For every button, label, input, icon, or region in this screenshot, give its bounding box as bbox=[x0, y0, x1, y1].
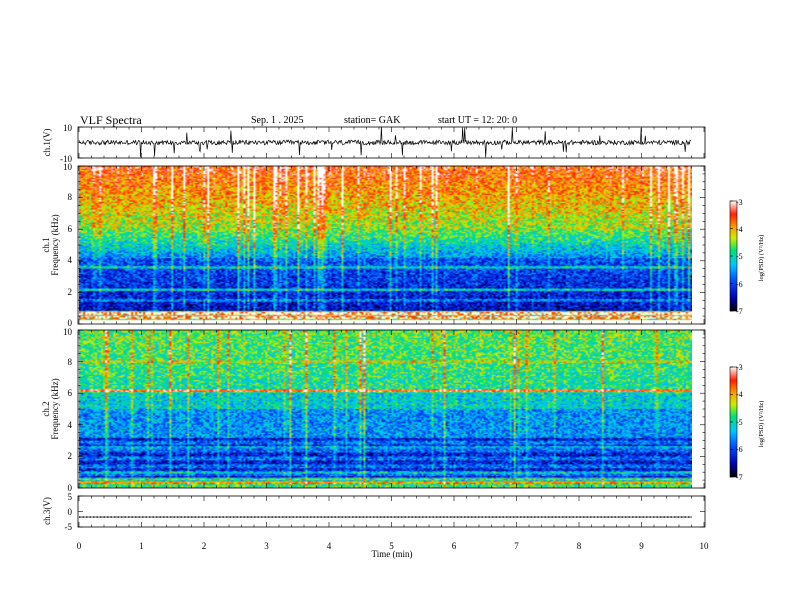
ch1-cb-tick-m4: -4 bbox=[736, 225, 743, 234]
ch1-spectrogram-ylabel-channel: ch.1 bbox=[41, 237, 51, 252]
ch1-colorbar-ticks bbox=[730, 200, 733, 312]
ch1-waveform-trace bbox=[78, 126, 691, 158]
ch1-spectrogram-image bbox=[79, 166, 692, 324]
ch1-cb-tick-m3: -3 bbox=[736, 198, 743, 207]
ch2-cb-tick-m3: -3 bbox=[736, 363, 743, 372]
ch3-ytick-top: 5 bbox=[68, 492, 73, 502]
ch2-spectrogram-image bbox=[79, 330, 692, 488]
time-tick-label: 2 bbox=[202, 541, 207, 551]
ch1-ytick-bottom: -10 bbox=[60, 154, 72, 164]
ch1-ytick-top: 10 bbox=[63, 123, 73, 133]
time-tick-label: 0 bbox=[77, 541, 82, 551]
time-tick-label: 6 bbox=[452, 541, 457, 551]
time-tick-label: 4 bbox=[327, 541, 332, 551]
ch1-spec-ytick-6: 6 bbox=[68, 224, 73, 234]
figure-title: VLF Spectra bbox=[80, 113, 142, 127]
ch1-cb-tick-m6: -6 bbox=[736, 280, 743, 289]
ch1-spec-ytick-4: 4 bbox=[68, 255, 73, 265]
time-tick-label: 10 bbox=[700, 541, 710, 551]
ch3-ytick-bottom: -5 bbox=[65, 522, 73, 532]
time-axis-tick-labels: 0 1 2 3 4 5 6 7 8 9 10 bbox=[77, 541, 709, 551]
ch2-cb-tick-m4: -4 bbox=[736, 390, 743, 399]
ch3-waveform-ticks bbox=[78, 495, 705, 528]
ch2-spec-ytick-0: 0 bbox=[68, 483, 73, 493]
ch1-spec-ytick-2: 2 bbox=[68, 287, 73, 297]
ch1-cb-tick-m5: -5 bbox=[736, 252, 743, 261]
ch1-spec-ytick-0: 0 bbox=[68, 318, 73, 328]
time-tick-label: 3 bbox=[264, 541, 269, 551]
time-tick-label: 7 bbox=[514, 541, 519, 551]
time-axis-label: Time (min) bbox=[372, 549, 413, 559]
ch2-spectrogram-ylabel-frequency: Frequency (kHz) bbox=[50, 378, 60, 439]
ch3-waveform-panel: 5 0 -5 ch.3(V) bbox=[42, 492, 706, 532]
ch2-spectrogram-panel: 0 2 4 6 8 10 ch.2 Frequency (kHz) -3 -4 … bbox=[41, 327, 765, 493]
date-label: Sep. 1 . 2025 bbox=[251, 115, 304, 126]
ch2-cb-tick-m7: -7 bbox=[736, 473, 743, 482]
ch2-cb-tick-m6: -6 bbox=[736, 445, 743, 454]
ch2-cb-tick-m5: -5 bbox=[736, 418, 743, 427]
ch2-spectrogram-ticks bbox=[78, 329, 705, 489]
ch1-waveform-ylabel: ch.1(V) bbox=[42, 129, 52, 157]
ch1-spectrogram-ticks bbox=[78, 165, 705, 325]
ch1-spectrogram-ylabel-frequency: Frequency (kHz) bbox=[50, 214, 60, 275]
ch2-spec-ytick-10: 10 bbox=[63, 327, 73, 337]
ch2-spec-ytick-8: 8 bbox=[68, 357, 73, 367]
ch2-colorbar-ticks bbox=[730, 366, 733, 478]
ch1-waveform-y-ticks bbox=[78, 126, 705, 159]
ch3-waveform-ylabel: ch.3(V) bbox=[42, 497, 52, 525]
ch2-spec-ytick-2: 2 bbox=[68, 451, 73, 461]
ch1-spec-ytick-8: 8 bbox=[68, 192, 73, 202]
ch1-colorbar-label: log(PSD) (V²/Hz) bbox=[758, 235, 765, 282]
time-tick-label: 8 bbox=[577, 541, 582, 551]
time-tick-label: 1 bbox=[139, 541, 144, 551]
ch2-spectrogram-ylabel-channel: ch.2 bbox=[41, 401, 51, 416]
ch1-spec-ytick-10: 10 bbox=[63, 162, 73, 172]
ch2-spec-ytick-6: 6 bbox=[68, 388, 73, 398]
time-tick-label: 5 bbox=[389, 541, 394, 551]
ch1-cb-tick-m7: -7 bbox=[736, 307, 743, 316]
ch1-waveform-panel: 10 -10 ch.1(V) bbox=[42, 123, 706, 164]
ch2-colorbar-label: log(PSD) (V²/Hz) bbox=[758, 401, 765, 448]
station-label: station= GAK bbox=[344, 115, 401, 126]
time-tick-label: 9 bbox=[639, 541, 644, 551]
start-time-label: start UT = 12: 20: 0 bbox=[438, 115, 517, 126]
ch2-spec-ytick-4: 4 bbox=[68, 420, 73, 430]
ch1-spectrogram-panel: 0 2 4 6 8 10 ch.1 Frequency (kHz) -3 -4 … bbox=[41, 162, 765, 328]
ch3-ytick-middle: 0 bbox=[68, 507, 73, 517]
